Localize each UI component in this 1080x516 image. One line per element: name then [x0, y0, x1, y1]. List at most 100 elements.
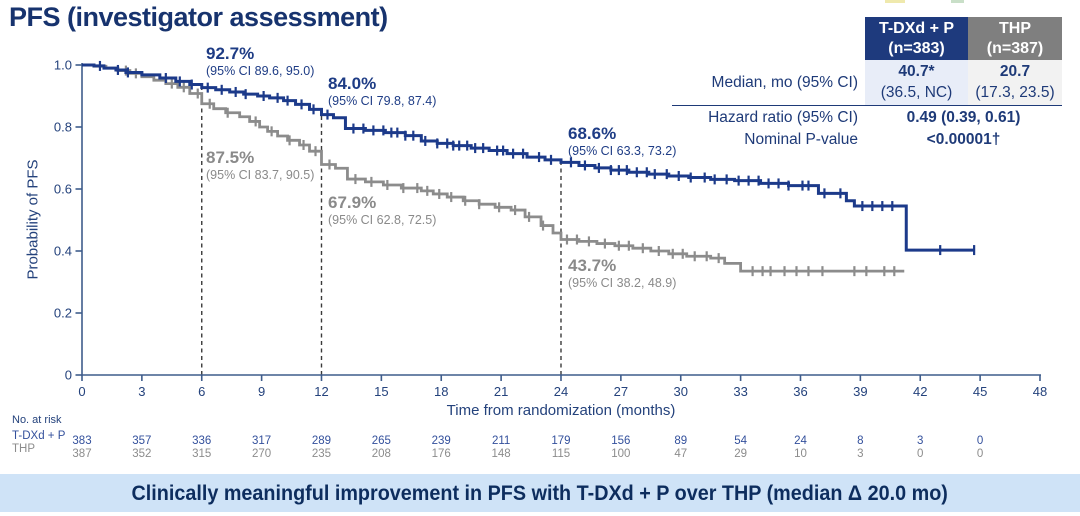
landmark-pct: 43.7% [568, 256, 617, 275]
landmark-ci: (95% CI 89.6, 95.0) [206, 63, 315, 78]
tdxd-curve [82, 63, 975, 252]
censor-ticks-tdxd [98, 60, 976, 256]
landmark-ci: (95% CI 83.7, 90.5) [206, 167, 315, 182]
median-tdxd-cell: 40.7* (36.5, NC) [865, 60, 968, 106]
at-risk-value: 0 [917, 448, 923, 460]
x-tick-label: 0 [78, 384, 85, 399]
at-risk-value: 148 [492, 448, 511, 460]
landmark-thp-24mo: 43.7% (95% CI 38.2, 48.9) [568, 256, 676, 290]
at-risk-value: 176 [432, 448, 451, 460]
x-tick-label: 30 [674, 384, 688, 399]
at-risk-values-row-0: 383 357 336 317 289 265 239 211 179 156 89 54 24 8 3 0 [72, 435, 983, 447]
at-risk-value: 100 [611, 448, 630, 460]
x-tick-label: 18 [434, 384, 448, 399]
x-tick-label: 15 [374, 384, 388, 399]
at-risk-value: 3 [917, 435, 923, 447]
p-value-label: Nominal P-value [744, 131, 858, 148]
median-tdxd-value: 40.7* [898, 63, 935, 81]
stats-table: T-DXd + P (n=383) THP (n=387) Median, mo… [672, 17, 1062, 151]
landmark-tdxd-6mo: 92.7% (95% CI 89.6, 95.0) [206, 44, 314, 78]
landmark-tdxd-24mo: 68.6% (95% CI 63.3, 73.2) [568, 124, 676, 158]
conclusion-banner: Clinically meaningful improvement in PFS… [0, 474, 1080, 512]
landmark-pct: 84.0% [328, 74, 377, 93]
x-tick-label: 24 [554, 384, 568, 399]
arm2-name: THP [999, 19, 1031, 37]
no-at-risk-label: No. at risk [12, 414, 62, 426]
landmark-ci: (95% CI 63.3, 73.2) [568, 143, 677, 158]
x-tick-label: 3 [138, 384, 145, 399]
x-tick-label: 48 [1033, 384, 1047, 399]
at-risk-value: 235 [312, 448, 331, 460]
median-thp-ci: (17.3, 23.5) [975, 83, 1055, 101]
stats-header-tdxd: T-DXd + P (n=383) [865, 17, 968, 60]
axes: 00.20.40.60.81.00 3 6 9 12 15 18 21 24 27 30 33 36 39… [54, 58, 1047, 400]
x-tick-label: 12 [314, 384, 328, 399]
at-risk-value: 270 [252, 448, 271, 460]
at-risk-value: 289 [312, 435, 331, 447]
arm1-n: (n=383) [888, 39, 945, 57]
at-risk-value: 8 [857, 435, 863, 447]
at-risk-value: 211 [492, 435, 510, 447]
at-risk-value: 156 [611, 435, 630, 447]
at-risk-row-label-tdxd: T-DXd + P [12, 430, 66, 442]
median-thp-value: 20.7 [999, 63, 1031, 81]
at-risk-row-label-thp: THP [12, 443, 35, 455]
page-title: PFS (investigator assessment) [9, 2, 388, 32]
at-risk-value: 29 [734, 448, 747, 460]
dashed-landmark-lines [201, 87, 562, 375]
hazard-ratio-value: 0.49 (0.39, 0.61) [906, 108, 1021, 126]
hazard-ratio-label: Hazard ratio (95% CI) [708, 108, 858, 126]
landmark-pct: 87.5% [206, 148, 255, 167]
at-risk-value: 0 [977, 448, 983, 460]
landmark-tdxd-12mo: 84.0% (95% CI 79.8, 87.4) [328, 74, 436, 108]
x-tick-label: 36 [793, 384, 807, 399]
y-tick-label: 0 [65, 368, 72, 383]
x-tick-label: 33 [733, 384, 747, 399]
at-risk-value: 47 [674, 448, 687, 460]
p-value-value: <0.00001† [926, 131, 1001, 148]
censor-ticks-thp [124, 65, 896, 277]
x-tick-label: 9 [258, 384, 265, 399]
at-risk-value: 336 [192, 435, 211, 447]
landmark-thp-12mo: 67.9% (95% CI 62.8, 72.5) [328, 193, 436, 227]
at-risk-values-row-1: 387 352 315 270 235 208 176 148 115 100 47 29 10 3 0 0 [72, 448, 983, 460]
at-risk-value: 179 [551, 435, 570, 447]
x-tick-label: 45 [973, 384, 987, 399]
x-tick-label: 6 [198, 384, 205, 399]
km-plot: 00.20.40.60.81.00 3 6 9 12 15 18 21 24 27 30 33 36 39… [54, 58, 1047, 461]
top-edge-green-artifact [951, 0, 964, 3]
landmark-ci: (95% CI 79.8, 87.4) [328, 93, 437, 108]
at-risk-value: 383 [72, 435, 91, 447]
at-risk-value: 208 [372, 448, 391, 460]
x-axis-label: Time from randomization (months) [446, 402, 676, 419]
at-risk-value: 387 [72, 448, 91, 460]
at-risk-value: 10 [794, 448, 807, 460]
x-tick-label: 39 [853, 384, 867, 399]
x-tick-label: 21 [494, 384, 508, 399]
median-row-label: Median, mo (95% CI) [672, 60, 865, 106]
y-tick-label: 0.2 [54, 306, 72, 321]
landmark-thp-6mo: 87.5% (95% CI 83.7, 90.5) [206, 148, 314, 182]
x-tick-label: 27 [614, 384, 628, 399]
at-risk-value: 24 [794, 435, 807, 447]
median-tdxd-ci: (36.5, NC) [880, 83, 953, 101]
at-risk-value: 89 [674, 435, 687, 447]
arm1-name: T-DXd + P [878, 19, 955, 37]
conclusion-text: Clinically meaningful improvement in PFS… [131, 480, 949, 505]
at-risk-value: 315 [192, 448, 211, 460]
y-axis-label: Probability of PFS [24, 159, 42, 280]
at-risk-value: 3 [857, 448, 863, 460]
at-risk-value: 115 [552, 448, 570, 460]
y-tick-label: 1.0 [54, 58, 72, 73]
median-thp-cell: 20.7 (17.3, 23.5) [968, 60, 1062, 106]
at-risk-value: 0 [977, 435, 983, 447]
y-tick-label: 0.4 [54, 244, 72, 259]
thp-series [82, 63, 905, 273]
at-risk-value: 239 [432, 435, 451, 447]
arm2-n: (n=387) [986, 39, 1044, 57]
at-risk-value: 54 [734, 435, 747, 447]
thp-curve [82, 63, 905, 273]
y-tick-label: 0.6 [54, 182, 72, 197]
at-risk-value: 352 [132, 448, 151, 460]
